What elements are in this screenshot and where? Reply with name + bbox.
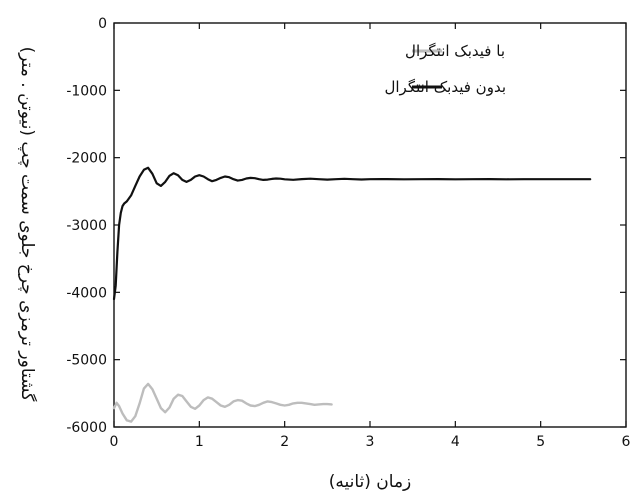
x-tick-label: 5 <box>536 434 545 450</box>
series-layer <box>112 166 592 423</box>
x-tick-label: 0 <box>110 434 119 450</box>
x-tick-label: 2 <box>280 434 289 450</box>
legend-label-integral: با فیدبک انتگرال <box>405 42 505 60</box>
y-tick-labels: 0 -1000 -2000 -3000 -4000 -5000 -6000 <box>66 16 107 436</box>
y-tick-label: -5000 <box>66 353 107 369</box>
x-axis-title: زمان (ثانیه) <box>329 472 412 492</box>
y-axis-title: گشتاور ترمزی چرخ جلوی سمت چپ (نیوتن . مت… <box>17 47 38 403</box>
x-tick-labels: 0 1 2 3 4 5 6 <box>110 434 631 450</box>
series-line-with-integral <box>112 382 333 423</box>
x-tick-label: 1 <box>195 434 204 450</box>
y-tick-label: -2000 <box>66 151 107 167</box>
y-tick-label: 0 <box>98 16 107 32</box>
plot-frame <box>113 22 627 428</box>
axis-ticks <box>113 22 627 428</box>
legend: با فیدبک انتگرال بدون فیدبک انتگرال <box>384 42 506 96</box>
y-tick-label: -6000 <box>66 420 107 436</box>
x-tick-label: 3 <box>366 434 375 450</box>
y-tick-label: -1000 <box>66 83 107 99</box>
x-tick-label: 6 <box>622 434 631 450</box>
series-line-without-integral <box>112 166 592 301</box>
y-tick-label: -3000 <box>66 218 107 234</box>
y-tick-label: -4000 <box>66 285 107 301</box>
x-tick-label: 4 <box>451 434 460 450</box>
legend-label-no-integral: بدون فیدبک انتگرال <box>384 78 506 96</box>
